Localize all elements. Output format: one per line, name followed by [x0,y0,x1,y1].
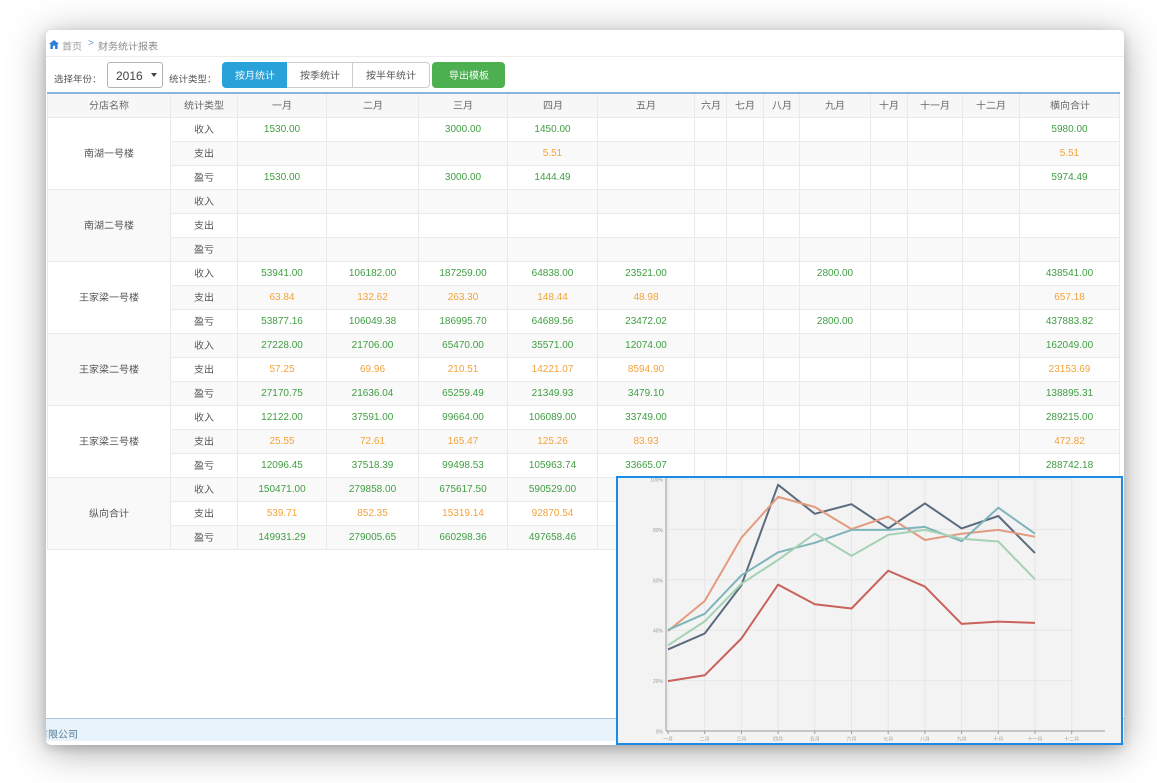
svg-text:20%: 20% [653,679,664,685]
svg-text:40%: 40% [653,629,664,635]
svg-text:60%: 60% [653,578,664,584]
svg-text:100%: 100% [650,478,663,484]
svg-text:80%: 80% [653,528,664,534]
svg-text:0%: 0% [656,730,664,736]
